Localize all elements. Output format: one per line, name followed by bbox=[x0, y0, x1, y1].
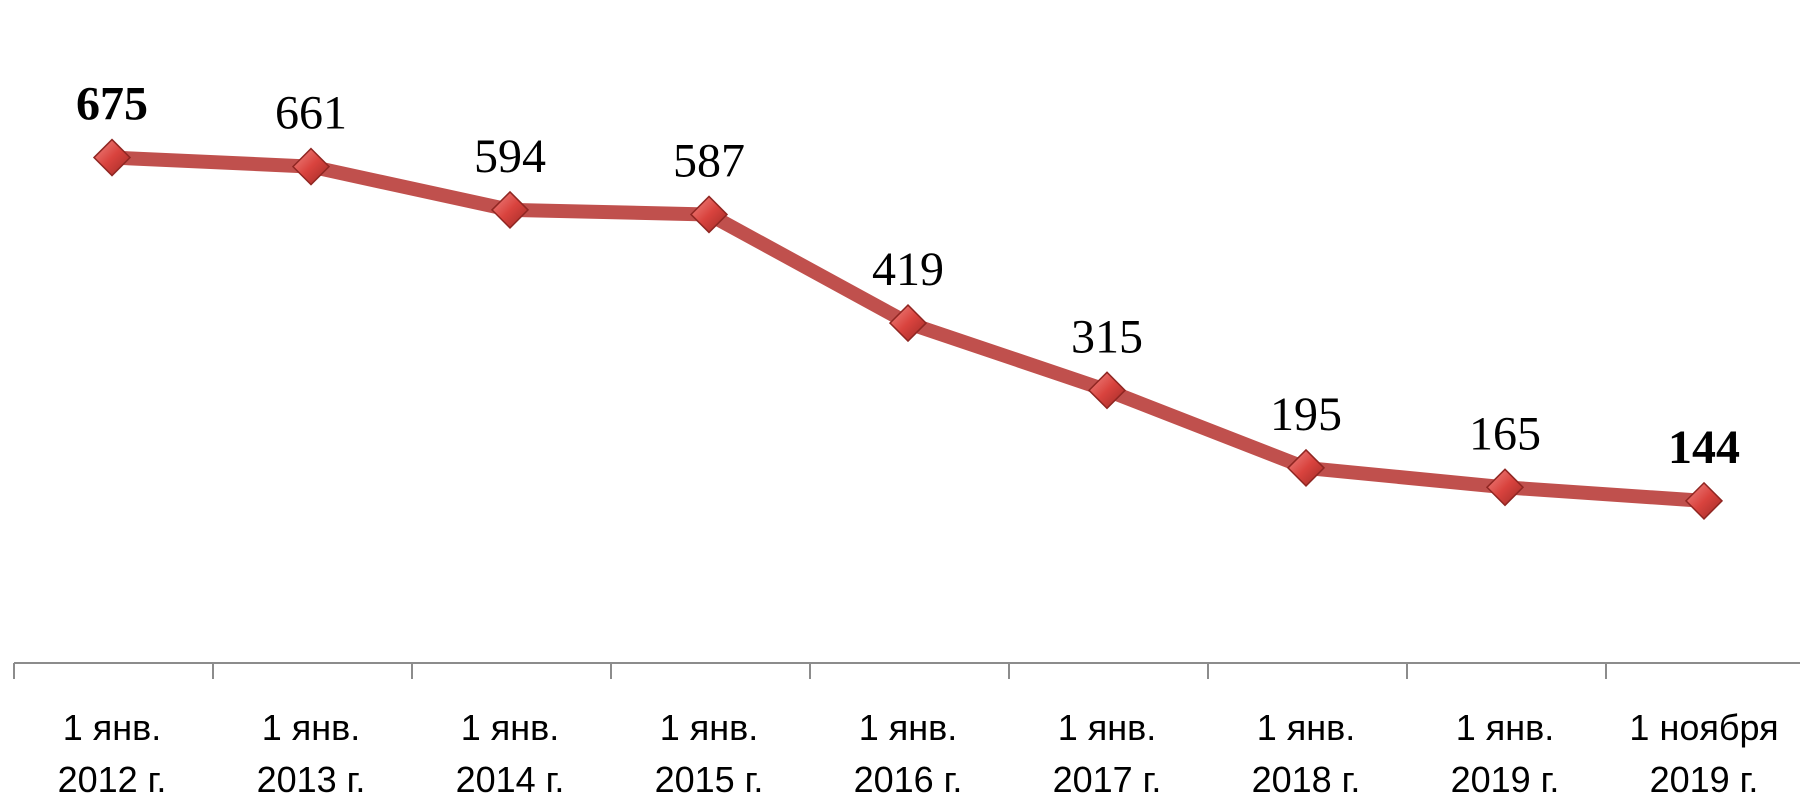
data-label: 587 bbox=[673, 134, 745, 187]
data-label: 195 bbox=[1270, 388, 1342, 441]
data-label: 315 bbox=[1071, 310, 1143, 363]
data-label: 144 bbox=[1668, 421, 1740, 474]
x-tick-label: 1 янв. 2019 г. bbox=[1451, 707, 1560, 800]
x-tick-label: 1 янв. 2013 г. bbox=[257, 707, 366, 800]
data-point-marker bbox=[1286, 448, 1326, 487]
data-label: 675 bbox=[76, 78, 148, 131]
data-point-marker bbox=[888, 304, 928, 343]
data-point-marker bbox=[1087, 371, 1127, 410]
x-tick-label: 1 янв. 2014 г. bbox=[456, 707, 565, 800]
x-tick-label: 1 янв. 2012 г. bbox=[58, 707, 167, 800]
x-tick-label: 1 янв. 2015 г. bbox=[655, 707, 764, 800]
data-point-marker bbox=[291, 147, 331, 186]
data-point-marker bbox=[490, 190, 530, 229]
data-point-marker bbox=[1684, 481, 1724, 520]
x-tick-label: 1 ноября 2019 г. bbox=[1629, 707, 1778, 800]
data-label: 165 bbox=[1469, 407, 1541, 460]
data-label: 419 bbox=[872, 243, 944, 296]
x-tick-label: 1 янв. 2018 г. bbox=[1252, 707, 1361, 800]
data-label: 661 bbox=[275, 87, 347, 140]
data-point-marker bbox=[92, 138, 132, 177]
data-label: 594 bbox=[474, 130, 546, 183]
data-point-marker bbox=[1485, 468, 1525, 507]
x-tick-label: 1 янв. 2017 г. bbox=[1053, 707, 1162, 800]
data-point-marker bbox=[689, 195, 729, 234]
x-tick-label: 1 янв. 2016 г. bbox=[854, 707, 963, 800]
